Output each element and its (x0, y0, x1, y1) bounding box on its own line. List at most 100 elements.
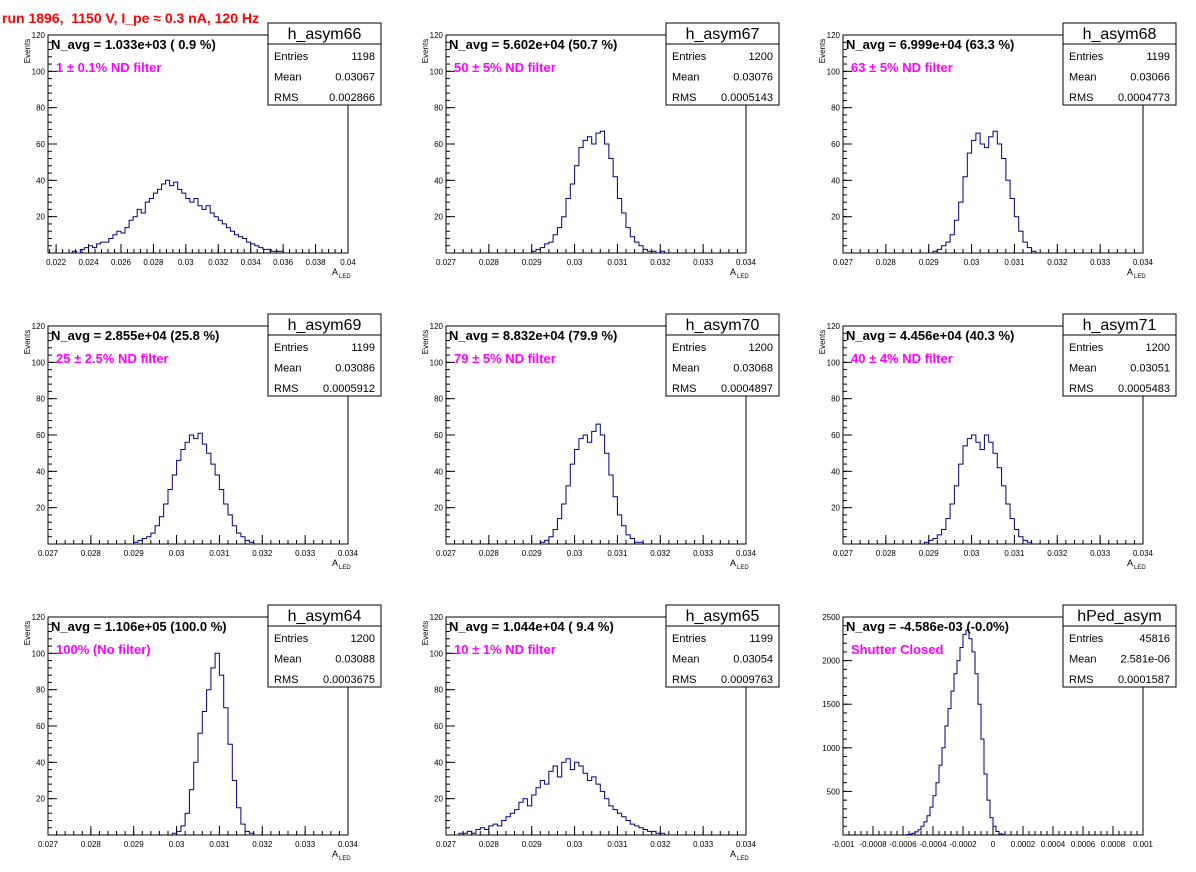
x-tick-label: 0.031 (1004, 258, 1025, 267)
filter-label: 1 ± 0.1% ND filter (56, 60, 161, 75)
x-axis-label-subscript: LED (339, 274, 351, 280)
x-tick-label: 0.028 (81, 549, 102, 558)
x-tick-label: 0.032 (252, 840, 273, 849)
y-tick-label: 100 (430, 358, 444, 367)
stats-label: RMS (672, 383, 696, 395)
histogram-panel: 20 40 60 80 100 120 0.027 0.028 0.029 0.03 0.031 0.… (421, 313, 780, 571)
y-axis-label: Events (818, 330, 827, 354)
y-tick-label: 20 (36, 213, 45, 222)
x-tick-label: 0.031 (607, 258, 628, 267)
histogram-name: h_asym65 (686, 608, 760, 625)
stats-box (665, 604, 780, 688)
filter-label: 79 ± 5% ND filter (454, 351, 556, 366)
y-axis-label: Events (23, 39, 32, 63)
x-tick-label: 0 (991, 840, 996, 849)
histogram-panel: 20 40 60 80 100 120 0.027 0.028 0.029 0.03 0.031 0.… (421, 604, 780, 862)
stats-label: RMS (274, 674, 298, 686)
y-tick-label: 120 (32, 31, 46, 40)
y-tick-label: 1000 (822, 744, 840, 753)
x-tick-label: 0.03 (169, 549, 185, 558)
x-axis-label-subscript: LED (1134, 565, 1146, 571)
histogram-name: h_asym68 (1083, 26, 1157, 43)
x-tick-label: 0.032 (208, 258, 229, 267)
x-tick-label: 0.0004 (1041, 840, 1066, 849)
y-tick-label: 60 (434, 140, 443, 149)
x-tick-label: 0.027 (833, 258, 854, 267)
x-axis-label: A (1127, 558, 1133, 568)
y-tick-label: 500 (827, 787, 841, 796)
filter-label: 10 ± 1% ND filter (454, 642, 556, 657)
stats-value: 1200 (1146, 342, 1170, 354)
y-tick-label: 120 (430, 613, 444, 622)
x-tick-label: 0.033 (693, 258, 714, 267)
x-tick-label: 0.032 (650, 549, 671, 558)
stats-box (665, 22, 780, 106)
x-tick-label: 0.029 (124, 840, 145, 849)
x-tick-label: 0.028 (143, 258, 164, 267)
histogram-name: hPed_asym (1077, 608, 1162, 625)
stats-label: RMS (1069, 674, 1093, 686)
x-tick-label: 0.034 (1133, 549, 1154, 558)
y-tick-label: 120 (32, 322, 46, 331)
stats-box (1062, 313, 1177, 397)
stats-value: 0.03054 (733, 654, 773, 666)
x-tick-label: -0.0006 (889, 840, 917, 849)
x-tick-label: 0.031 (607, 549, 628, 558)
y-axis-label: Events (23, 330, 32, 354)
stats-value: 0.0005483 (1118, 383, 1170, 395)
y-tick-label: 120 (32, 613, 46, 622)
x-tick-label: 0.038 (306, 258, 327, 267)
x-tick-label: 0.04 (340, 258, 356, 267)
page-title: run 1896, 1150 V, I_pe ≈ 0.3 nA, 120 Hz (2, 10, 259, 26)
y-tick-label: 20 (831, 213, 840, 222)
filter-label: 63 ± 5% ND filter (851, 60, 953, 75)
stats-label: Mean (1069, 72, 1097, 84)
x-tick-label: 0.034 (1133, 258, 1154, 267)
y-tick-label: 120 (430, 322, 444, 331)
x-tick-label: 0.034 (241, 258, 262, 267)
stats-value: 1199 (1146, 51, 1170, 63)
histogram-line (133, 432, 255, 544)
x-tick-label: 0.028 (81, 840, 102, 849)
histogram-panel: 20 40 60 80 100 120 0.027 0.028 0.029 0.03 0.031 0.… (421, 22, 780, 280)
stats-label: Entries (1069, 342, 1104, 354)
x-tick-label: 0.029 (522, 840, 543, 849)
x-axis-label: A (1127, 267, 1133, 277)
stats-label: Entries (274, 342, 309, 354)
x-tick-label: 0.027 (833, 549, 854, 558)
stats-value: 2.581e-06 (1120, 654, 1170, 666)
stats-label: Mean (672, 654, 700, 666)
y-tick-label: 120 (430, 31, 444, 40)
histogram-line (932, 130, 1037, 253)
y-tick-label: 20 (36, 504, 45, 513)
stats-label: RMS (274, 383, 298, 395)
y-tick-label: 40 (831, 176, 840, 185)
y-tick-label: 80 (434, 686, 443, 695)
x-tick-label: 0.026 (111, 258, 132, 267)
x-axis-label-subscript: LED (339, 856, 351, 862)
y-tick-label: 1500 (822, 700, 840, 709)
y-tick-label: 100 (32, 67, 46, 76)
stats-value: 0.03068 (733, 363, 773, 375)
x-tick-label: 0.029 (919, 549, 940, 558)
navg-label: N_avg = 5.602e+04 (50.7 %) (449, 37, 617, 52)
x-tick-label: 0.0006 (1071, 840, 1096, 849)
stats-value: 0.0004773 (1118, 92, 1170, 104)
x-tick-label: 0.027 (38, 840, 59, 849)
y-axis-label: Events (23, 621, 32, 645)
x-axis-label: A (332, 849, 338, 859)
x-tick-label: 0.028 (876, 258, 897, 267)
stats-box (1062, 604, 1177, 688)
y-tick-label: 40 (36, 176, 45, 185)
x-tick-label: 0.027 (436, 549, 457, 558)
x-tick-label: 0.033 (1090, 258, 1111, 267)
stats-label: RMS (672, 92, 696, 104)
x-tick-label: 0.032 (650, 840, 671, 849)
stats-label: Mean (274, 654, 302, 666)
x-tick-label: 0.03 (964, 258, 980, 267)
stats-value: 0.0003675 (323, 674, 375, 686)
stats-value: 1200 (749, 342, 773, 354)
y-tick-label: 60 (36, 431, 45, 440)
stats-label: Mean (274, 72, 302, 84)
